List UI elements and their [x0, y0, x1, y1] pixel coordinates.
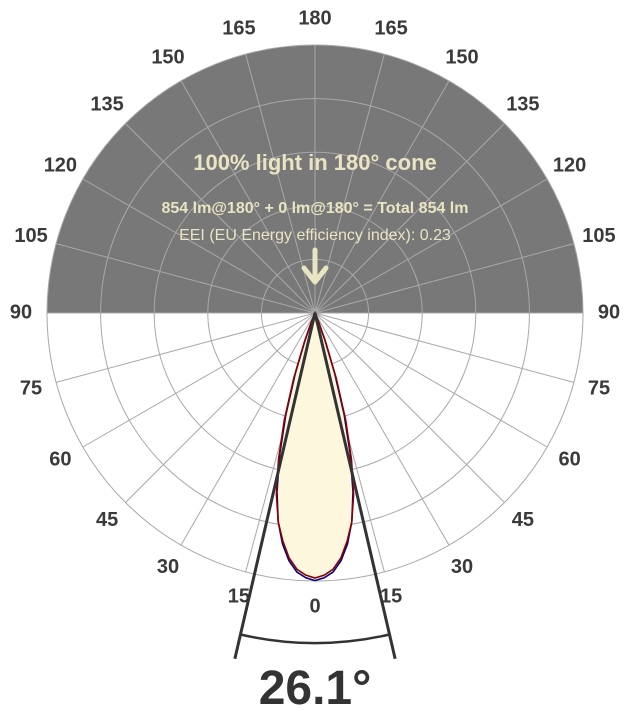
angle-label: 165 — [222, 17, 255, 39]
angle-label: 90 — [10, 301, 32, 323]
angle-label: 45 — [96, 509, 118, 531]
angle-label: 165 — [374, 17, 407, 39]
grid-spoke — [314, 178, 548, 314]
angle-label: 30 — [451, 556, 473, 578]
angle-label: 180 — [298, 7, 331, 29]
curve-fill — [277, 313, 353, 581]
angle-label: 105 — [582, 225, 615, 247]
grid-spoke — [180, 312, 316, 546]
angle-label: 75 — [20, 377, 42, 399]
beam-angle-arc — [240, 633, 390, 645]
intensity-curves — [275, 310, 355, 582]
polar-grid — [46, 44, 584, 582]
beam-angle-line — [233, 312, 317, 660]
beam-angle-line — [313, 312, 397, 660]
down-arrow-icon — [301, 247, 329, 285]
angle-label: 60 — [558, 448, 580, 470]
eei-annotation: EEI (EU Energy efficiency index): 0.23 — [179, 227, 451, 244]
angle-label: 150 — [151, 47, 184, 69]
grid-spoke — [180, 80, 316, 314]
angle-label: 15 — [380, 585, 402, 607]
angle-label: 45 — [512, 509, 534, 531]
angle-label: 0 — [309, 595, 320, 617]
grid-spoke — [314, 312, 548, 448]
angle-label: 135 — [90, 93, 123, 115]
angle-label: 150 — [445, 47, 478, 69]
grid-spoke — [56, 312, 316, 383]
grid-spoke — [314, 312, 450, 546]
grid-spoke — [314, 123, 505, 314]
angle-label: 120 — [553, 154, 586, 176]
grid-spoke — [125, 123, 316, 314]
luminous-flux-annotation: 854 lm@180° + 0 lm@180° = Total 854 lm — [162, 200, 469, 217]
grid-spoke — [314, 80, 450, 314]
grid-spoke — [314, 312, 574, 383]
cone-percentage-annotation: 100% light in 180° cone — [193, 150, 437, 175]
grid-spoke — [82, 178, 316, 314]
angle-label: 15 — [228, 585, 250, 607]
grid-spoke — [56, 243, 316, 314]
angle-label: 75 — [588, 377, 610, 399]
beam-angle-indicator — [233, 312, 397, 660]
grid-spoke — [125, 312, 316, 503]
angle-label: 60 — [49, 448, 71, 470]
grid-spoke — [82, 312, 316, 448]
curve-c0 — [275, 310, 355, 579]
angle-label: 90 — [598, 301, 620, 323]
grid-spoke — [314, 243, 574, 314]
angle-label: 105 — [14, 225, 47, 247]
angle-label: 135 — [506, 93, 539, 115]
beam-angle-label: 26.1° — [259, 662, 372, 710]
angle-label: 120 — [44, 154, 77, 176]
angle-label: 30 — [157, 556, 179, 578]
grid-spoke — [314, 312, 505, 503]
